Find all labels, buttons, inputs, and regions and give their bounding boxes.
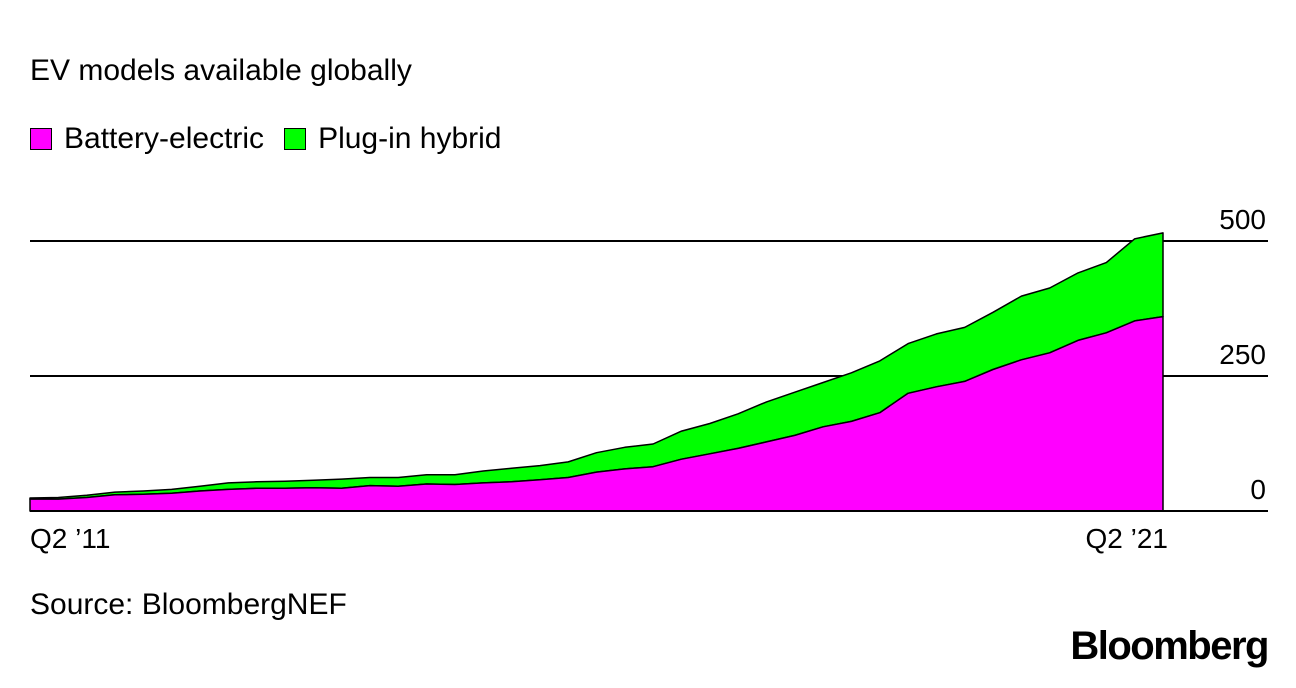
y-tick-label-0: 0 <box>1250 474 1266 505</box>
chart-title: EV models available globally <box>30 54 412 87</box>
y-tick-label-250: 250 <box>1219 339 1266 370</box>
legend-item-plug-in-hybrid: Plug-in hybrid <box>284 122 502 156</box>
legend: Battery-electric Plug-in hybrid <box>30 122 522 156</box>
source-note: Source: BloombergNEF <box>30 588 347 621</box>
area-battery-electric <box>29 315 1164 512</box>
chart-plot: 0 250 500 Q2 ’11 Q2 ’21 <box>29 204 1268 554</box>
legend-swatch-plug-in-hybrid <box>284 128 307 150</box>
legend-label-battery-electric: Battery-electric <box>64 122 265 155</box>
legend-item-battery-electric: Battery-electric <box>30 122 264 156</box>
x-tick-label-start: Q2 ’11 <box>30 523 110 554</box>
y-tick-label-500: 500 <box>1219 204 1266 235</box>
legend-label-plug-in-hybrid: Plug-in hybrid <box>318 122 502 155</box>
legend-swatch-battery-electric <box>30 128 52 150</box>
x-tick-label-end: Q2 ’21 <box>1086 523 1169 554</box>
bloomberg-logo: Bloomberg <box>1070 624 1269 668</box>
